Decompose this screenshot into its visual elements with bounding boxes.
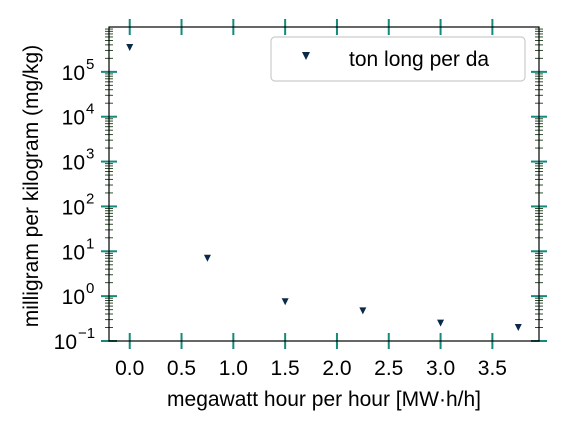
x-axis-label: megawatt hour per hour [MW·h/h] xyxy=(167,388,481,411)
marks-layer xyxy=(126,43,522,331)
y-tick-label: 10 1 xyxy=(62,235,95,264)
y-tick-label: 10 −1 xyxy=(54,325,95,354)
y-tick-label: 10 0 xyxy=(62,280,95,309)
y-tick-label-exponent: 0 xyxy=(86,280,94,297)
legend-label: ton long per da xyxy=(349,48,489,71)
data-point xyxy=(359,307,367,315)
x-tick-label: 0.5 xyxy=(167,357,196,380)
y-tick-label-base: 10 xyxy=(62,62,85,85)
y-tick-label-base: 10 xyxy=(62,286,85,309)
data-point xyxy=(203,254,211,262)
plot-frame xyxy=(108,26,540,342)
x-tick-label: 1.0 xyxy=(219,357,248,380)
y-tick-label-base: 10 xyxy=(54,331,77,354)
x-tick-label: 0.0 xyxy=(115,357,144,380)
data-point xyxy=(437,319,445,327)
legend-box xyxy=(270,36,526,82)
x-tick-label: 3.0 xyxy=(426,357,455,380)
data-point xyxy=(514,323,522,331)
y-tick-label-base: 10 xyxy=(62,152,85,175)
y-tick-label-base: 10 xyxy=(62,241,85,264)
y-tick-label-base: 10 xyxy=(62,196,85,219)
legend-marker-icon xyxy=(302,52,310,60)
x-tick-label: 2.0 xyxy=(322,357,351,380)
y-tick-label-exponent: 1 xyxy=(86,235,94,252)
y-tick-label-exponent: 2 xyxy=(86,190,94,207)
legend: ton long per da xyxy=(270,36,526,82)
x-tick-label: 2.5 xyxy=(374,357,403,380)
x-tick-label: 1.5 xyxy=(271,357,300,380)
y-tick-label-exponent: 5 xyxy=(86,56,94,73)
y-axis-label: milligram per kilogram (mg/kg) xyxy=(20,45,43,327)
y-tick-label: 10 3 xyxy=(62,146,95,175)
y-tick-label: 10 4 xyxy=(62,101,95,130)
x-tick-label: 3.5 xyxy=(478,357,507,380)
y-tick-label-exponent: −1 xyxy=(78,325,95,342)
y-tick-label-exponent: 3 xyxy=(86,146,94,163)
y-tick-label-base: 10 xyxy=(62,107,85,130)
y-tick-label: 10 2 xyxy=(62,190,95,219)
data-point xyxy=(281,298,289,306)
y-tick-label-exponent: 4 xyxy=(86,101,94,118)
y-tick-label: 10 5 xyxy=(62,56,95,85)
data-point xyxy=(126,43,134,51)
